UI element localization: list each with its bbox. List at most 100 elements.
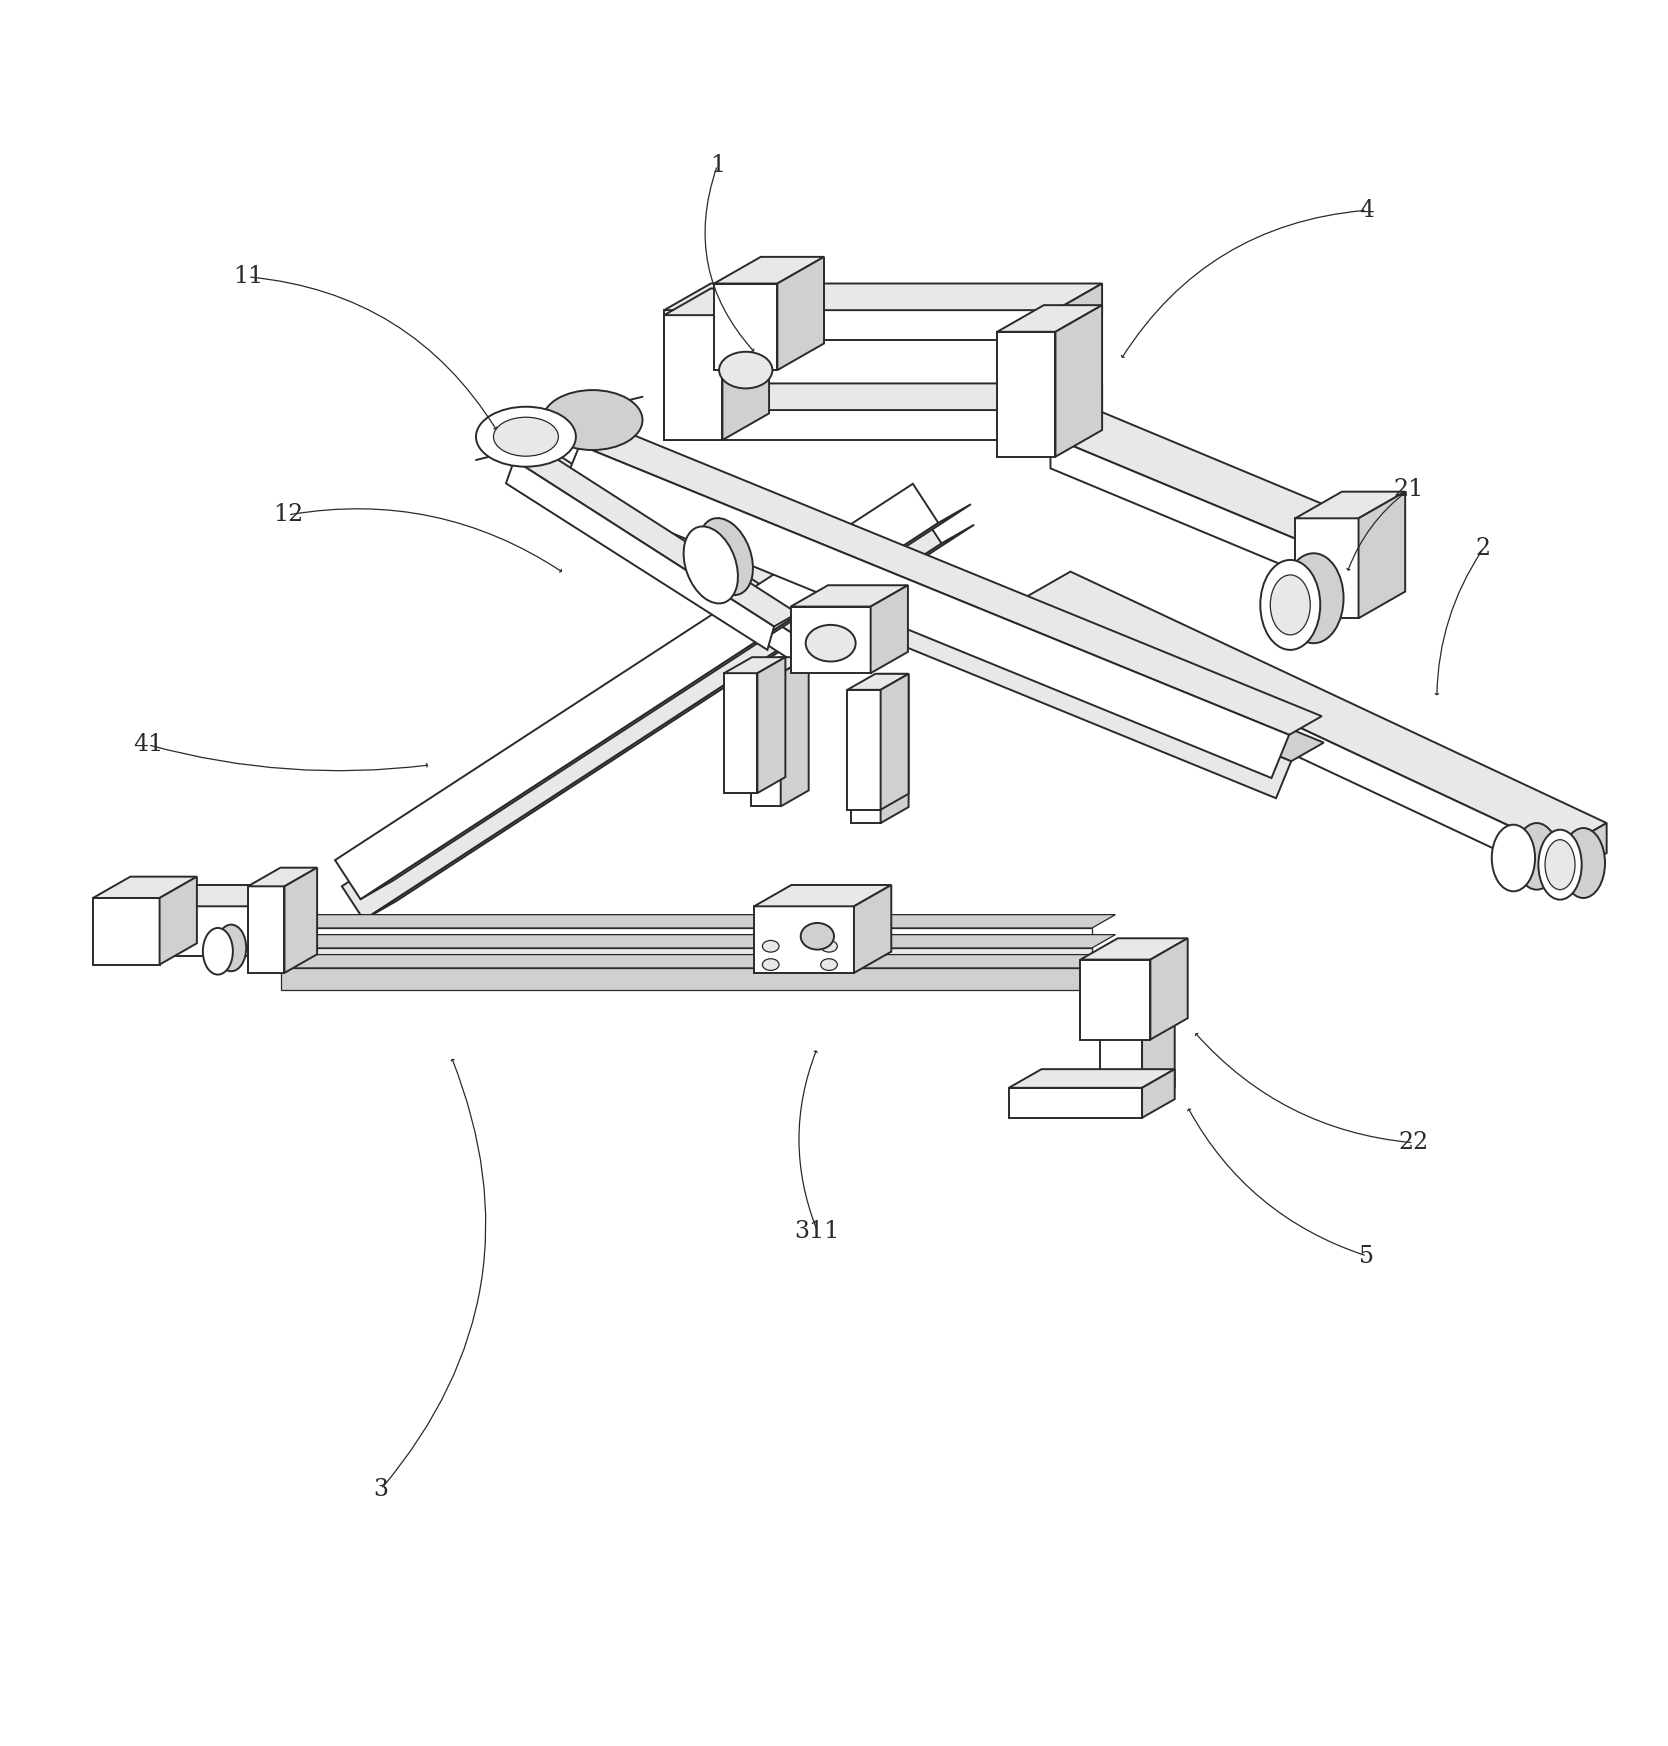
Polygon shape <box>724 674 757 793</box>
Polygon shape <box>664 410 1056 440</box>
Ellipse shape <box>475 407 575 466</box>
Polygon shape <box>514 447 797 627</box>
Text: 21: 21 <box>1393 478 1423 501</box>
Polygon shape <box>722 288 769 440</box>
Ellipse shape <box>1538 829 1581 899</box>
Ellipse shape <box>684 527 737 604</box>
Polygon shape <box>1358 492 1404 618</box>
Polygon shape <box>529 470 797 660</box>
Polygon shape <box>754 885 891 906</box>
Polygon shape <box>1296 492 1404 519</box>
Polygon shape <box>1051 436 1331 585</box>
Polygon shape <box>282 915 1116 927</box>
Polygon shape <box>282 967 1093 990</box>
Polygon shape <box>714 283 777 370</box>
Polygon shape <box>1560 822 1606 880</box>
Polygon shape <box>751 656 809 674</box>
Polygon shape <box>1024 571 1606 850</box>
Ellipse shape <box>217 925 247 971</box>
Text: 41: 41 <box>133 733 163 756</box>
Ellipse shape <box>494 417 559 456</box>
Polygon shape <box>1056 306 1103 457</box>
Polygon shape <box>1331 527 1376 585</box>
Polygon shape <box>847 674 909 690</box>
Ellipse shape <box>203 927 234 974</box>
Polygon shape <box>1056 283 1103 340</box>
Polygon shape <box>360 505 971 899</box>
Text: 22: 22 <box>1398 1131 1428 1154</box>
Polygon shape <box>1081 938 1188 960</box>
Polygon shape <box>664 384 1103 410</box>
Polygon shape <box>881 674 909 810</box>
Polygon shape <box>249 887 285 973</box>
Polygon shape <box>1296 519 1358 618</box>
Ellipse shape <box>1545 840 1575 890</box>
Polygon shape <box>282 934 1116 948</box>
Polygon shape <box>282 927 1093 950</box>
Polygon shape <box>1101 1032 1143 1107</box>
Polygon shape <box>664 314 722 440</box>
Text: 1: 1 <box>711 154 726 176</box>
Polygon shape <box>335 484 939 899</box>
Ellipse shape <box>719 351 772 388</box>
Polygon shape <box>122 906 264 957</box>
Text: 11: 11 <box>234 265 264 288</box>
Polygon shape <box>282 955 1116 967</box>
Polygon shape <box>1151 938 1188 1039</box>
Ellipse shape <box>821 959 837 971</box>
Polygon shape <box>791 606 871 674</box>
Ellipse shape <box>1491 824 1535 890</box>
Polygon shape <box>1009 1069 1174 1088</box>
Ellipse shape <box>1284 553 1343 643</box>
Polygon shape <box>1143 1013 1174 1107</box>
Polygon shape <box>851 674 909 690</box>
Polygon shape <box>851 690 881 822</box>
Ellipse shape <box>762 959 779 971</box>
Text: 4: 4 <box>1359 199 1374 222</box>
Polygon shape <box>1009 1088 1143 1117</box>
Ellipse shape <box>821 941 837 952</box>
Polygon shape <box>1101 1013 1174 1032</box>
Polygon shape <box>751 674 781 807</box>
Polygon shape <box>757 656 786 793</box>
Polygon shape <box>724 656 786 674</box>
Polygon shape <box>664 288 769 314</box>
Polygon shape <box>847 690 881 810</box>
Polygon shape <box>791 585 907 606</box>
Ellipse shape <box>1561 828 1605 897</box>
Polygon shape <box>249 868 317 887</box>
Polygon shape <box>997 306 1103 332</box>
Text: 3: 3 <box>374 1477 389 1500</box>
Polygon shape <box>285 868 317 973</box>
Polygon shape <box>264 885 300 957</box>
Polygon shape <box>881 674 909 822</box>
Polygon shape <box>754 906 854 973</box>
Polygon shape <box>714 257 824 283</box>
Polygon shape <box>664 311 1056 340</box>
Polygon shape <box>580 426 1321 735</box>
Text: 12: 12 <box>272 503 304 527</box>
Ellipse shape <box>801 924 834 950</box>
Polygon shape <box>537 457 821 637</box>
Ellipse shape <box>542 389 642 450</box>
Polygon shape <box>567 471 1291 798</box>
Polygon shape <box>781 656 809 807</box>
Polygon shape <box>1081 960 1151 1039</box>
Polygon shape <box>93 897 160 964</box>
Ellipse shape <box>1271 574 1311 636</box>
Polygon shape <box>871 585 907 674</box>
Ellipse shape <box>699 519 752 595</box>
Polygon shape <box>93 876 197 897</box>
Polygon shape <box>664 283 1103 311</box>
Ellipse shape <box>806 625 856 662</box>
Polygon shape <box>777 257 824 370</box>
Polygon shape <box>342 510 941 920</box>
Ellipse shape <box>1515 822 1558 890</box>
Polygon shape <box>582 452 1324 761</box>
Polygon shape <box>282 948 1093 969</box>
Polygon shape <box>1024 599 1560 880</box>
Polygon shape <box>1056 384 1103 440</box>
Polygon shape <box>997 332 1056 457</box>
Polygon shape <box>1051 410 1376 553</box>
Polygon shape <box>562 445 1289 779</box>
